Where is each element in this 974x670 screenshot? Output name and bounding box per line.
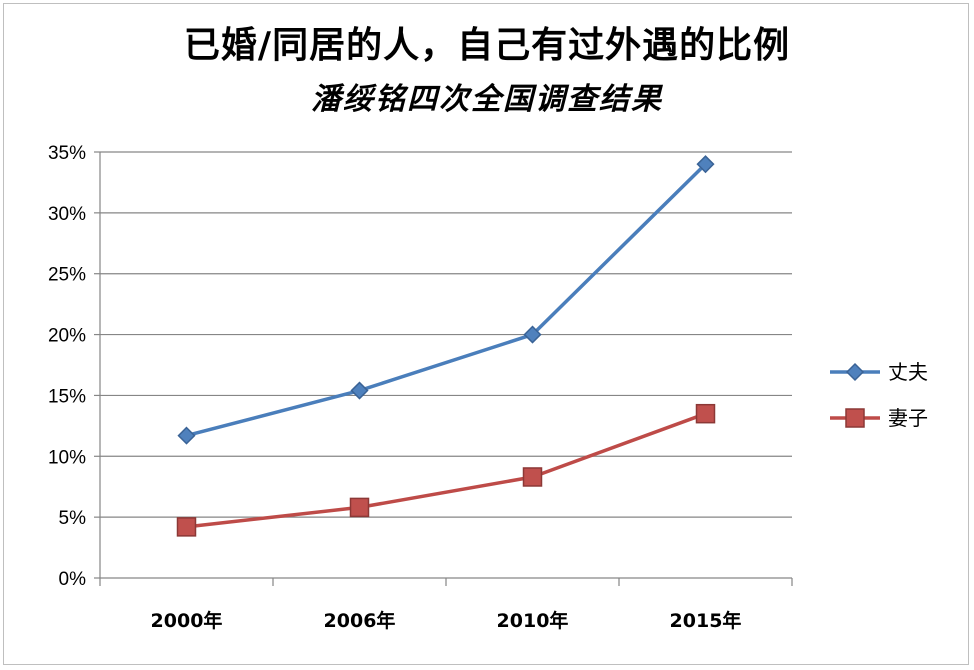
x-tick-label: 2006年 [324, 609, 396, 632]
y-tick-label: 15% [48, 386, 86, 407]
data-point [523, 325, 542, 344]
data-point [695, 403, 716, 424]
y-tick-label: 20% [48, 326, 86, 347]
y-tick-labels: 0% 5% 10% 15% 20% 25% 30% 35% [48, 143, 86, 590]
series-0 [177, 155, 715, 445]
x-tick-label: 2000年 [151, 609, 223, 632]
data-point [696, 155, 715, 174]
series-group [176, 155, 716, 537]
data-point [349, 497, 370, 518]
legend-item-0: 丈夫 [830, 360, 928, 384]
y-tick-label: 30% [48, 204, 86, 225]
legend-marker [845, 408, 865, 428]
series-1 [176, 403, 716, 537]
y-tick-label: 0% [59, 569, 87, 590]
x-tick-labels: 2000年 2006年 2010年 2015年 [151, 609, 742, 632]
x-tick-label: 2010年 [497, 609, 569, 632]
axes [94, 151, 793, 586]
series-line [186, 162, 707, 438]
legend-label: 丈夫 [888, 360, 928, 384]
data-point [350, 381, 369, 400]
legend-item-1: 妻子 [830, 406, 928, 430]
y-tick-label: 25% [48, 265, 86, 286]
y-tick-label: 35% [48, 143, 86, 164]
data-point [176, 517, 197, 537]
chart-subtitle: 潘绥铭四次全国调查结果 [311, 82, 663, 117]
x-tick-label: 2015年 [670, 609, 742, 632]
legend-label: 妻子 [888, 406, 928, 430]
data-point [522, 467, 543, 487]
data-point [177, 426, 196, 445]
y-tick-label: 10% [48, 447, 86, 468]
y-tick-label: 5% [59, 508, 87, 529]
chart-title: 已婚/同居的人，自己有过外遇的比例 [183, 25, 791, 66]
series-line [186, 412, 707, 529]
legend-marker [845, 362, 865, 382]
gridlines [100, 151, 792, 518]
